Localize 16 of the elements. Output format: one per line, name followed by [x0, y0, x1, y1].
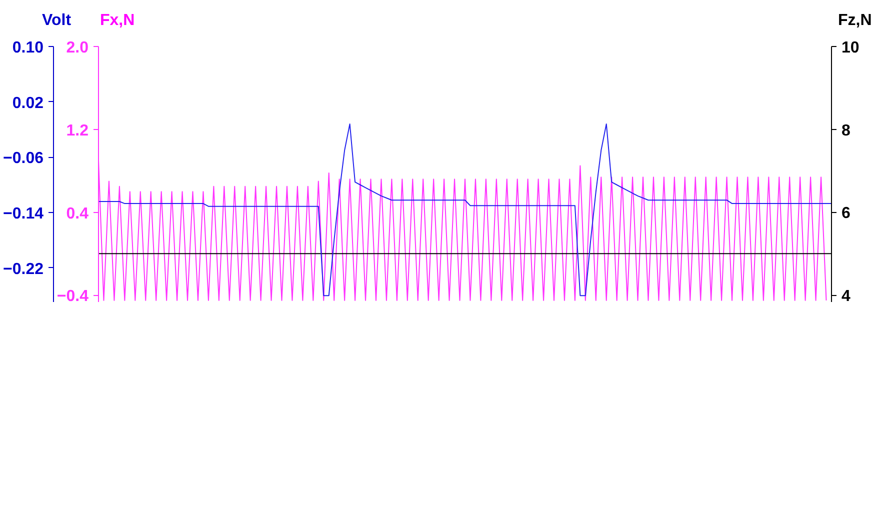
y3-tick-label: −0.06 — [3, 150, 44, 168]
y-tick-label: 2.0 — [66, 40, 89, 56]
y3-tick-label: −0.22 — [3, 260, 44, 278]
y-tick-label: −0.4 — [56, 288, 89, 306]
y2-tick-label: 10 — [842, 40, 860, 56]
y3-tick-label: −0.14 — [3, 206, 44, 223]
y2-axis-title: Fz,N — [838, 11, 872, 31]
y2-tick-label: 6 — [842, 205, 850, 222]
y-tick-label: 0.4 — [66, 205, 89, 222]
y3-tick-label: 0.10 — [12, 40, 44, 56]
y3-tick-label: 0.02 — [12, 94, 44, 112]
y2-tick-label: 8 — [842, 122, 850, 140]
y2-tick-label: 4 — [842, 288, 850, 306]
y-axis-title: Fx,N — [100, 11, 135, 31]
y3-axis-title: Volt — [42, 11, 72, 31]
y-tick-label: 1.2 — [66, 122, 89, 140]
